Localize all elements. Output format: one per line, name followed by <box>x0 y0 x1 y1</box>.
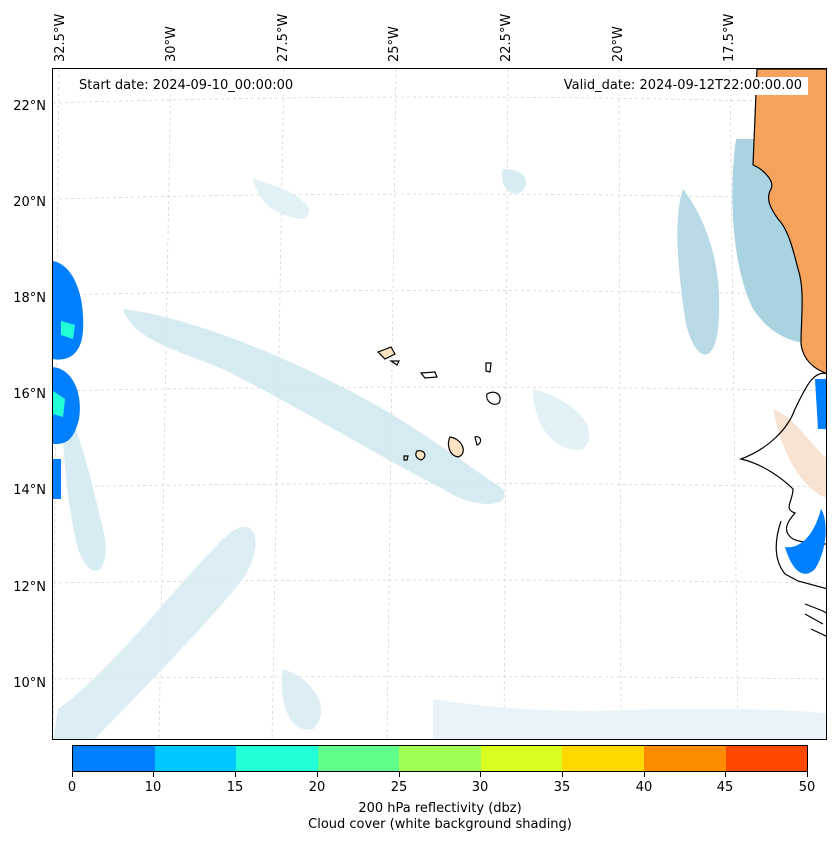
graticule <box>53 69 826 739</box>
lon-label: 22.5°W <box>499 13 514 62</box>
colorbar <box>72 745 808 772</box>
colorbar-tick <box>235 772 236 777</box>
colorbar-tick <box>562 772 563 777</box>
colorbar-tick <box>72 772 73 777</box>
reflectivity-contours <box>53 261 826 574</box>
map-canvas <box>53 69 826 739</box>
lon-label: 27.5°W <box>276 13 291 62</box>
lat-label: 20°N <box>13 195 46 210</box>
colorbar-tick <box>480 772 481 777</box>
colorbar-segment <box>480 746 563 771</box>
cloud-cover-shading <box>53 139 826 739</box>
colorbar-tick <box>644 772 645 777</box>
colorbar-tick-label: 45 <box>716 780 734 795</box>
colorbar-tick-label: 30 <box>471 780 489 795</box>
colorbar-tick-label: 0 <box>67 780 77 795</box>
colorbar-segment <box>154 746 237 771</box>
colorbar-tick <box>317 772 318 777</box>
lat-label: 16°N <box>13 387 46 402</box>
lon-label: 25°W <box>387 26 402 62</box>
colorbar-tick-label: 20 <box>308 780 326 795</box>
lat-label: 14°N <box>13 483 46 498</box>
colorbar-subtitle: Cloud cover (white background shading) <box>308 817 572 832</box>
colorbar-segment <box>399 746 481 771</box>
colorbar-segment <box>725 746 808 771</box>
colorbar-tick <box>807 772 808 777</box>
lat-label: 12°N <box>13 580 46 595</box>
colorbar-tick <box>153 772 154 777</box>
map-panel[interactable]: Start date: 2024-09-10_00:00:00 Valid_da… <box>52 68 827 740</box>
lon-label: 17.5°W <box>722 13 737 62</box>
colorbar-tick <box>725 772 726 777</box>
colorbar-tick-label: 40 <box>635 780 653 795</box>
lat-label: 22°N <box>13 99 46 114</box>
colorbar-tick-label: 10 <box>144 780 162 795</box>
cape-verde-islands <box>376 346 501 461</box>
colorbar-tick <box>399 772 400 777</box>
colorbar-segment <box>236 746 318 771</box>
colorbar-tick-label: 50 <box>798 780 816 795</box>
colorbar-tick-label: 15 <box>226 780 244 795</box>
colorbar-segment <box>317 746 400 771</box>
lon-label: 30°W <box>164 26 179 62</box>
colorbar-segment <box>73 746 155 771</box>
start-date-label: Start date: 2024-09-10_00:00:00 <box>73 77 300 95</box>
lon-label: 20°W <box>611 26 626 62</box>
colorbar-segment <box>643 746 726 771</box>
valid-date-label: Valid_date: 2024-09-12T22:00:00.00 <box>557 77 808 95</box>
coastline-africa <box>738 69 826 637</box>
lat-label: 18°N <box>13 291 46 306</box>
lon-label: 32.5°W <box>53 13 68 62</box>
colorbar-title: 200 hPa reflectivity (dbz) <box>358 801 522 816</box>
colorbar-segment <box>562 746 644 771</box>
colorbar-tick-label: 35 <box>553 780 571 795</box>
lat-label: 10°N <box>13 676 46 691</box>
colorbar-tick-label: 25 <box>390 780 408 795</box>
